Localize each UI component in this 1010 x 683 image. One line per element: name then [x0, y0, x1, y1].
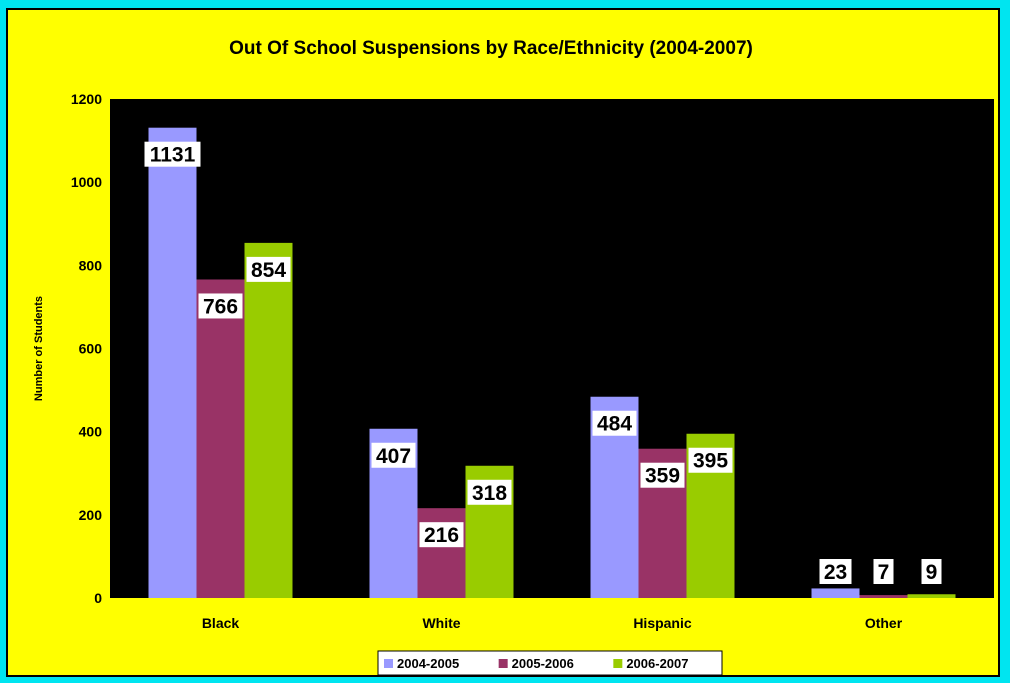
bar-white-2005-2006 [417, 508, 466, 598]
data-label-box [921, 559, 942, 584]
data-label-box [419, 522, 464, 548]
data-label: 484 [597, 413, 632, 436]
data-label-box [819, 559, 852, 584]
data-label: 395 [693, 450, 728, 473]
x-tick-label: Black [202, 615, 240, 631]
data-label: 9 [926, 561, 938, 584]
y-tick-label: 1000 [71, 174, 102, 190]
y-tick-label: 0 [94, 590, 102, 606]
legend: 2004-2005 2005-2006 2006-2007 [377, 650, 723, 675]
data-label: 359 [645, 465, 680, 488]
data-label-box [198, 293, 243, 319]
y-tick-label: 1200 [71, 91, 102, 107]
bar-black-2006-2007 [244, 242, 293, 598]
x-tick-label: Other [865, 615, 903, 631]
x-tick-label: White [422, 615, 460, 631]
chart-frame: Out Of School Suspensions by Race/Ethnic… [6, 8, 1000, 677]
y-tick-label: 200 [79, 507, 103, 523]
data-label-box [640, 462, 685, 488]
data-label-box [592, 410, 637, 436]
legend-label: 2006-2007 [626, 656, 688, 671]
bar-black-2004-2005 [148, 127, 197, 598]
chart-title: Out Of School Suspensions by Race/Ethnic… [229, 38, 753, 59]
bar-black-2005-2006 [196, 279, 245, 598]
data-label-box [688, 447, 733, 473]
bars-group: 1131 766 854 407 216 318 484 359 395 23 7 9 [144, 127, 956, 598]
data-label: 766 [203, 295, 238, 318]
data-label: 1131 [150, 144, 196, 167]
data-label: 407 [376, 445, 411, 468]
bar-other-2004-2005 [811, 588, 860, 598]
data-label-box [144, 141, 201, 167]
legend-swatch [384, 659, 393, 668]
data-label-box [246, 256, 291, 282]
data-label-box [467, 479, 512, 505]
y-axis-ticks: 0 200 400 600 800 1000 1200 [71, 91, 102, 606]
data-label: 318 [472, 482, 507, 505]
legend-label: 2005-2006 [512, 656, 574, 671]
bar-other-2006-2007 [907, 594, 956, 598]
legend-swatch [498, 659, 508, 668]
legend-label: 2004-2005 [397, 656, 459, 671]
legend-box [377, 650, 723, 675]
data-label: 7 [878, 561, 890, 584]
bar-other-2005-2006 [859, 595, 908, 598]
x-axis-ticks: Black White Hispanic Other [202, 615, 903, 631]
data-label: 23 [824, 561, 847, 584]
data-label: 216 [424, 524, 459, 547]
bar-chart: Out Of School Suspensions by Race/Ethnic… [33, 38, 994, 675]
data-label-box [873, 559, 894, 584]
data-label-box [371, 442, 416, 468]
y-tick-label: 400 [79, 424, 103, 440]
y-axis-label: Number of Students [33, 296, 45, 401]
y-tick-label: 800 [79, 257, 103, 273]
y-tick-label: 600 [79, 341, 103, 357]
data-label: 854 [251, 259, 286, 282]
legend-swatch [613, 659, 623, 668]
x-tick-label: Hispanic [633, 615, 692, 631]
